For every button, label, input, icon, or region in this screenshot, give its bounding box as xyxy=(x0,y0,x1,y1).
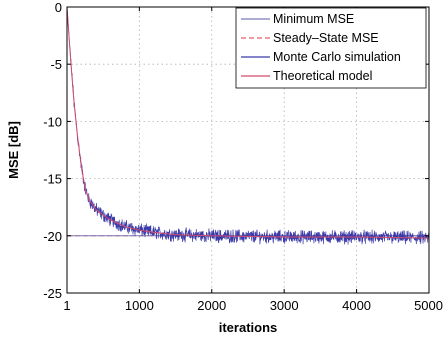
x-tick-label: 5000 xyxy=(414,298,443,313)
x-tick-label: 1000 xyxy=(125,298,154,313)
ticks-group: 1 1000 2000 3000 4000 5000 0 -5 -10 -15 -20 -25 xyxy=(43,0,443,313)
legend-entry-monte-carlo: Monte Carlo simulation xyxy=(241,50,401,64)
legend-label-monte-carlo: Monte Carlo simulation xyxy=(273,50,401,64)
plot-frame xyxy=(66,6,430,294)
x-tick-label: 1 xyxy=(63,298,70,313)
x-tick-label: 3000 xyxy=(270,298,299,313)
legend-label-minimum-mse: Minimum MSE xyxy=(273,12,354,26)
y-tick-label: -10 xyxy=(43,114,62,129)
x-tick-label: 2000 xyxy=(197,298,226,313)
y-tick-label: -25 xyxy=(43,286,62,301)
legend: Minimum MSE Steady–State MSE Monte Carlo… xyxy=(235,7,427,89)
x-tick-label: 4000 xyxy=(342,298,371,313)
y-tick-label: -5 xyxy=(50,57,62,72)
y-tick-label: 0 xyxy=(55,0,62,15)
legend-entry-theoretical-model: Theoretical model xyxy=(241,69,372,83)
x-axis-title: iterations xyxy=(219,320,278,335)
y-axis-title: MSE [dB] xyxy=(6,121,21,179)
legend-entry-minimum-mse: Minimum MSE xyxy=(241,12,354,26)
legend-box xyxy=(235,7,427,89)
y-tick-label: -15 xyxy=(43,172,62,187)
legend-label-steady-state-mse: Steady–State MSE xyxy=(273,31,379,45)
legend-label-theoretical-model: Theoretical model xyxy=(273,69,372,83)
series-theoretical-model xyxy=(66,6,430,239)
y-tick-label: -20 xyxy=(43,229,62,244)
series-group xyxy=(66,6,430,245)
legend-entry-steady-state-mse: Steady–State MSE xyxy=(241,31,379,45)
